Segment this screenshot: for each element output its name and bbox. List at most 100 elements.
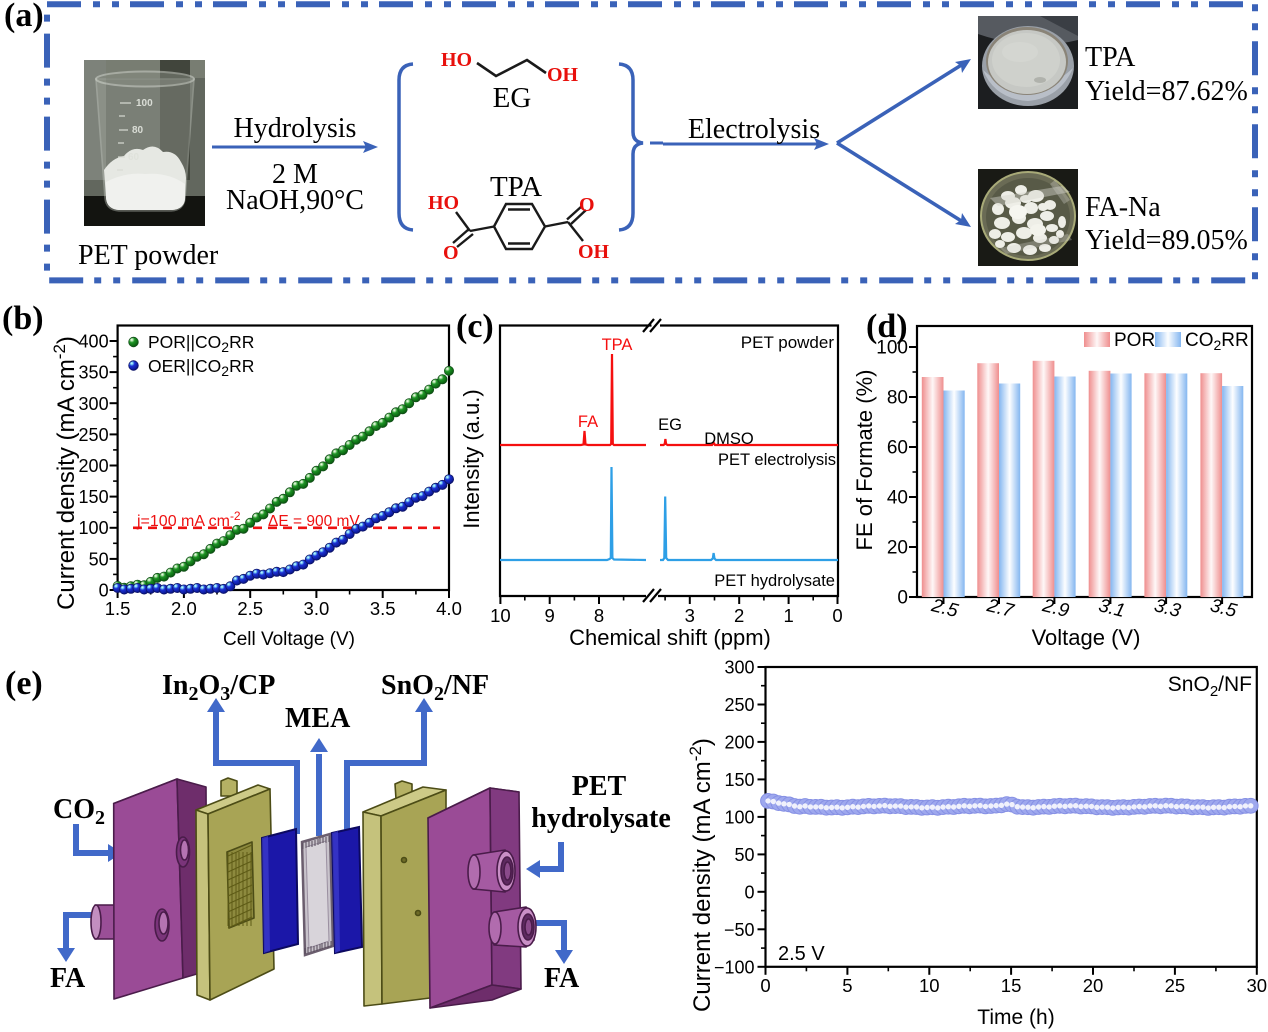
svg-text:DMSO: DMSO: [704, 430, 754, 448]
svg-text:Intensity (a.u.): Intensity (a.u.): [459, 389, 484, 528]
svg-text:3.3: 3.3: [1152, 595, 1183, 622]
svg-text:−50: −50: [724, 920, 755, 940]
svg-text:Current density (mA cm-2): Current density (mA cm-2): [50, 336, 80, 610]
svg-text:100: 100: [136, 98, 153, 109]
svg-text:Time (h): Time (h): [977, 1006, 1054, 1029]
svg-text:−100: −100: [714, 957, 755, 977]
svg-text:50: 50: [89, 549, 109, 569]
svg-text:ΔE = 900 mV: ΔE = 900 mV: [268, 513, 360, 530]
svg-text:80: 80: [132, 125, 144, 136]
svg-text:(e): (e): [5, 665, 43, 702]
svg-text:PET hydrolysate: PET hydrolysate: [714, 572, 835, 590]
svg-text:0: 0: [760, 975, 770, 996]
svg-text:2.5: 2.5: [237, 598, 263, 619]
svg-text:100: 100: [79, 518, 109, 538]
svg-text:5: 5: [842, 975, 852, 996]
svg-text:2.7: 2.7: [984, 595, 1017, 622]
svg-text:300: 300: [724, 658, 754, 678]
svg-text:3.5: 3.5: [370, 598, 396, 619]
svg-text:10: 10: [919, 975, 940, 996]
svg-text:Hydrolysis: Hydrolysis: [234, 113, 357, 144]
svg-text:9: 9: [545, 605, 555, 626]
svg-text:2.5: 2.5: [929, 595, 961, 622]
svg-text:HO: HO: [441, 49, 472, 71]
svg-text:10: 10: [490, 605, 511, 626]
svg-text:O: O: [443, 242, 459, 264]
svg-text:hydrolysate: hydrolysate: [531, 803, 671, 834]
svg-text:2.9: 2.9: [1039, 595, 1071, 622]
svg-text:OH: OH: [547, 64, 579, 86]
svg-text:250: 250: [724, 695, 754, 715]
svg-text:(a): (a): [4, 0, 44, 34]
svg-text:O: O: [579, 194, 595, 216]
svg-text:50: 50: [734, 845, 754, 865]
svg-text:30: 30: [1247, 975, 1268, 996]
svg-text:(d): (d): [866, 308, 908, 345]
svg-text:300: 300: [79, 394, 109, 414]
svg-text:2: 2: [734, 605, 744, 626]
svg-text:PET powder: PET powder: [78, 240, 219, 271]
svg-text:(b): (b): [2, 300, 44, 337]
svg-text:250: 250: [79, 425, 109, 445]
svg-text:150: 150: [724, 770, 754, 790]
svg-text:FE of Formate (%): FE of Formate (%): [852, 370, 877, 551]
svg-text:OH: OH: [578, 241, 610, 263]
svg-text:4.0: 4.0: [436, 598, 462, 619]
svg-text:Electrolysis: Electrolysis: [688, 114, 820, 145]
svg-text:PET: PET: [572, 771, 627, 802]
svg-text:EG: EG: [493, 82, 532, 114]
svg-text:(c): (c): [456, 308, 494, 345]
svg-text:100: 100: [876, 338, 908, 359]
svg-text:PET powder: PET powder: [741, 333, 835, 352]
svg-text:FA: FA: [578, 413, 598, 431]
svg-text:FA-Na: FA-Na: [1085, 192, 1161, 223]
svg-text:350: 350: [79, 363, 109, 383]
svg-text:150: 150: [79, 487, 109, 507]
svg-text:j=100 mA cm-2: j=100 mA cm-2: [136, 509, 241, 530]
svg-text:60: 60: [887, 438, 908, 459]
svg-text:3: 3: [685, 605, 695, 626]
svg-text:0: 0: [99, 581, 109, 601]
svg-text:1: 1: [783, 605, 793, 626]
svg-text:0: 0: [744, 882, 754, 902]
svg-text:200: 200: [724, 732, 754, 752]
svg-text:Yield=87.62%: Yield=87.62%: [1085, 76, 1248, 107]
svg-text:Current density (mA cm-2): Current density (mA cm-2): [686, 738, 716, 1012]
svg-text:2 M: 2 M: [272, 159, 318, 190]
svg-text:CO2: CO2: [53, 794, 105, 829]
svg-text:NaOH,90°C: NaOH,90°C: [226, 185, 364, 216]
svg-text:40: 40: [887, 488, 908, 509]
svg-text:20: 20: [887, 538, 908, 559]
svg-text:2.0: 2.0: [171, 598, 197, 619]
svg-text:SnO2/NF: SnO2/NF: [1168, 673, 1252, 700]
svg-text:In2O3/CP: In2O3/CP: [162, 670, 275, 705]
svg-text:Cell Voltage (V): Cell Voltage (V): [223, 629, 355, 650]
svg-text:FA: FA: [50, 963, 86, 994]
svg-text:TPA: TPA: [1085, 42, 1136, 73]
svg-text:100: 100: [724, 807, 754, 827]
svg-text:3.0: 3.0: [304, 598, 330, 619]
svg-text:SnO2/NF: SnO2/NF: [381, 670, 489, 705]
svg-text:Chemical shift (ppm): Chemical shift (ppm): [569, 625, 771, 650]
svg-text:POR: POR: [1114, 330, 1155, 351]
svg-text:15: 15: [1001, 975, 1022, 996]
svg-text:POR||CO2RR: POR||CO2RR: [148, 332, 254, 355]
svg-text:EG: EG: [658, 416, 682, 434]
svg-text:TPA: TPA: [602, 336, 633, 354]
svg-text:TPA: TPA: [490, 171, 542, 203]
svg-text:MEA: MEA: [285, 703, 351, 734]
svg-text:3.5: 3.5: [1208, 595, 1239, 622]
svg-text:1.5: 1.5: [105, 598, 131, 619]
svg-text:2.5 V: 2.5 V: [778, 943, 825, 965]
svg-text:200: 200: [79, 456, 109, 476]
svg-text:HO: HO: [428, 192, 459, 214]
svg-text:25: 25: [1165, 975, 1186, 996]
svg-text:0: 0: [832, 605, 842, 626]
svg-text:PET electrolysis: PET electrolysis: [718, 451, 836, 469]
svg-text:CO2RR: CO2RR: [1185, 330, 1249, 353]
svg-text:20: 20: [1083, 975, 1104, 996]
svg-text:80: 80: [887, 388, 908, 409]
svg-text:0: 0: [897, 588, 908, 609]
svg-text:400: 400: [79, 332, 109, 352]
svg-text:Yield=89.05%: Yield=89.05%: [1085, 225, 1248, 256]
